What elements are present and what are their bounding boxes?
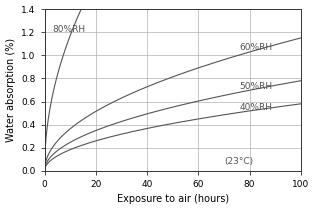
Text: 40%RH: 40%RH bbox=[239, 103, 272, 112]
Text: 60%RH: 60%RH bbox=[239, 43, 272, 52]
Text: (23°C): (23°C) bbox=[224, 157, 253, 166]
X-axis label: Exposure to air (hours): Exposure to air (hours) bbox=[117, 194, 229, 205]
Y-axis label: Water absorption (%): Water absorption (%) bbox=[6, 38, 15, 142]
Text: 80%RH: 80%RH bbox=[52, 25, 85, 34]
Text: 50%RH: 50%RH bbox=[239, 82, 272, 91]
